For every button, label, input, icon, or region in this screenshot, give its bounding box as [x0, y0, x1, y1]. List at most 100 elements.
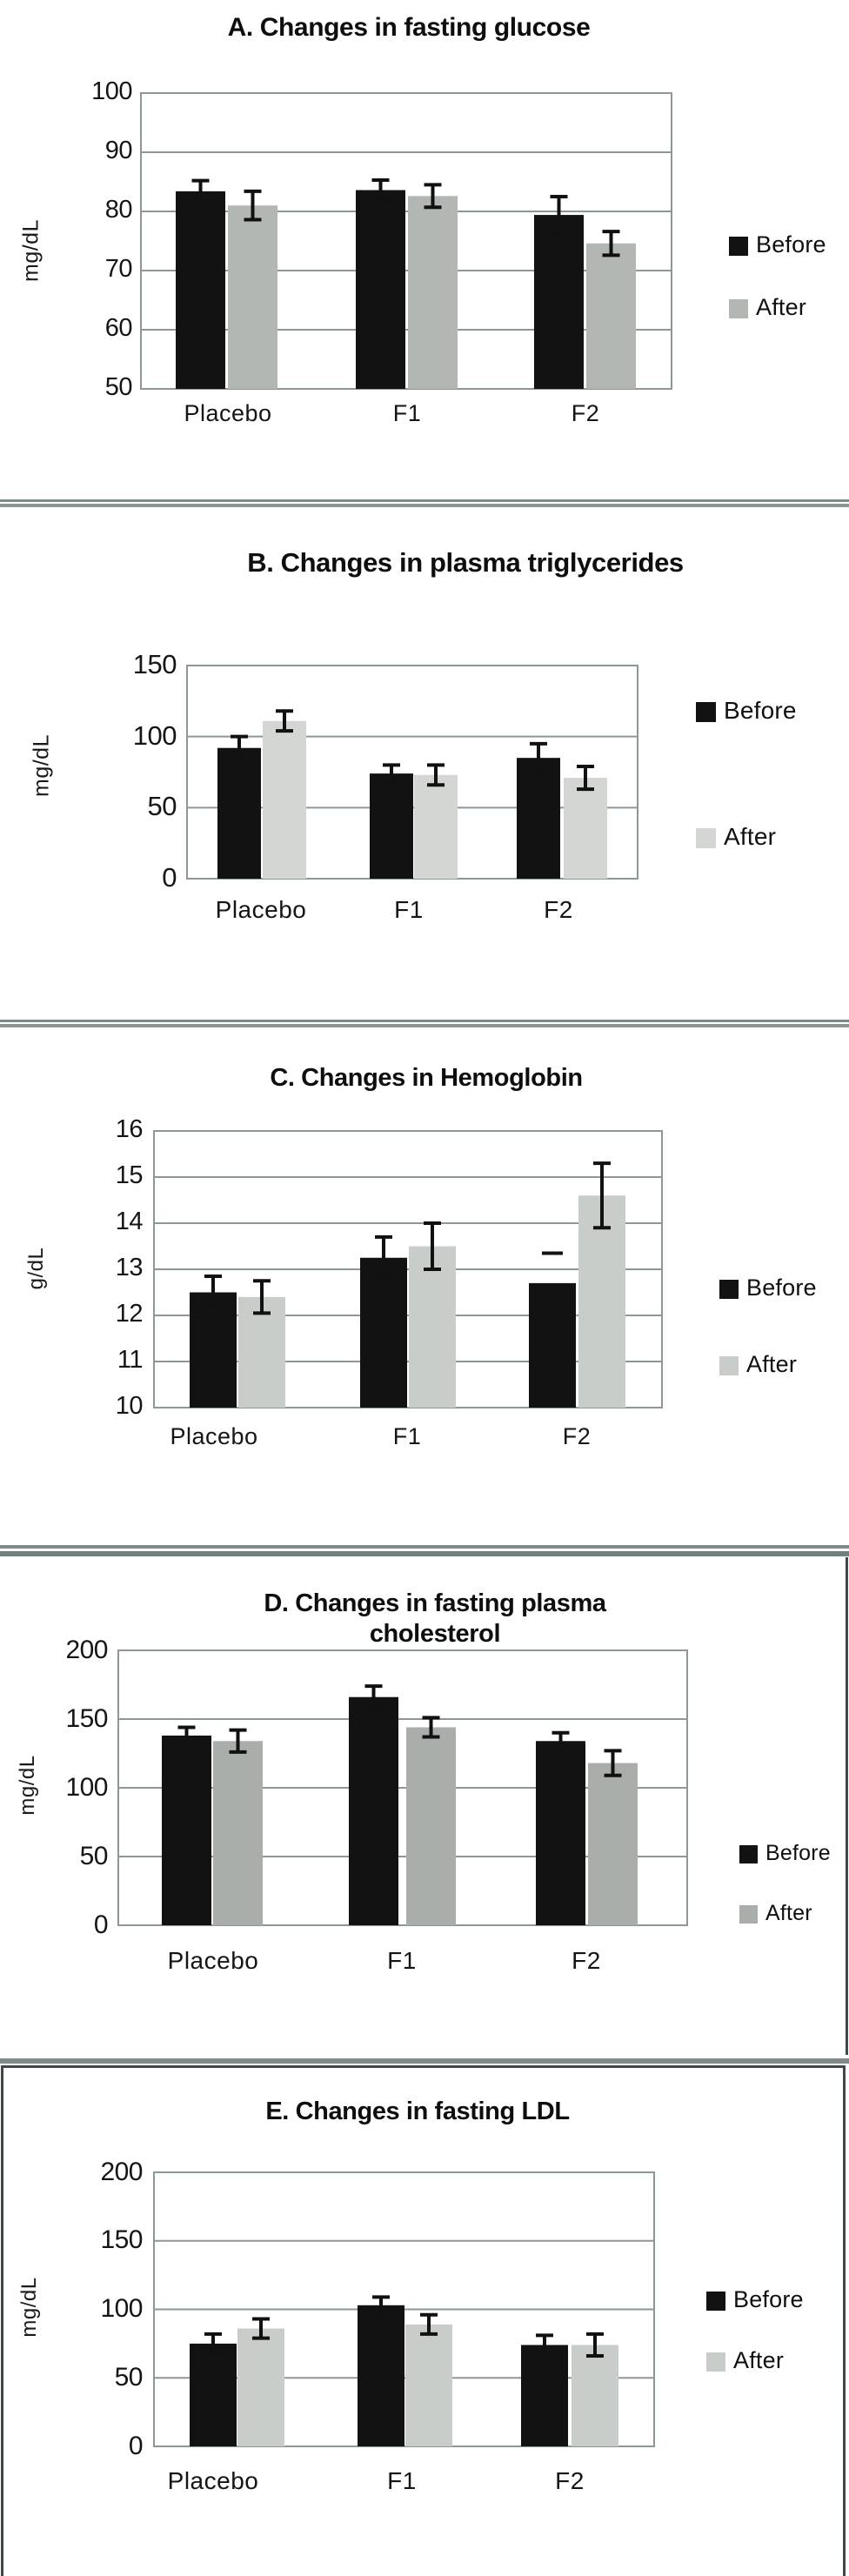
chart-title: C. Changes in Hemoglobin — [270, 1064, 583, 1092]
bar-after-placebo — [228, 205, 277, 389]
bar-before-placebo — [162, 1735, 211, 1925]
bar-before-placebo — [217, 747, 261, 879]
bar-before-f2 — [529, 1282, 576, 1408]
legend-swatch-after — [729, 299, 748, 318]
legend-label-after: After — [756, 294, 807, 321]
x-axis-group-label: F1 — [394, 896, 424, 923]
y-tick-label: 0 — [128, 2431, 144, 2460]
y-tick-label: 15 — [115, 1161, 144, 1190]
y-tick-label: 0 — [162, 862, 177, 893]
bar-before-f2 — [536, 1741, 585, 1925]
x-axis-group-label: F1 — [392, 1423, 422, 1449]
bar-before-f2 — [521, 2345, 568, 2446]
y-tick-label: 10 — [115, 1392, 144, 1421]
bar-before-f2 — [534, 215, 584, 389]
bar-after-f2 — [564, 778, 607, 879]
legend-swatch-after — [739, 1904, 758, 1924]
panel-d-right-border — [846, 1557, 848, 2055]
bar-after-f2 — [588, 1763, 638, 1925]
y-tick-label: 50 — [79, 1841, 109, 1870]
y-tick-label: 70 — [104, 255, 133, 284]
panel-separator-d-e — [0, 2058, 849, 2064]
x-axis-group-label: Placebo — [184, 400, 272, 426]
bar-before-f1 — [370, 773, 413, 879]
x-axis-group-label: F1 — [392, 400, 422, 426]
bar-before-f1 — [356, 190, 405, 389]
panel-e-right-border — [843, 2065, 846, 2576]
legend-label-before: Before — [746, 1275, 817, 1301]
chart-title: E. Changes in fasting LDL — [265, 2098, 570, 2125]
legend-swatch-after — [696, 827, 716, 848]
panel-separator-c-d — [0, 1545, 849, 1556]
y-tick-label: 100 — [132, 719, 177, 751]
y-tick-label: 100 — [65, 1772, 108, 1802]
legend-swatch-before — [739, 1844, 758, 1863]
bar-after-placebo — [237, 2328, 284, 2446]
y-axis-label: mg/dL — [29, 734, 54, 797]
x-axis-group-label: F2 — [544, 896, 573, 923]
x-axis-group-label: Placebo — [167, 1947, 259, 1974]
chart-title: A. Changes in fasting glucose — [227, 13, 591, 42]
y-tick-label: 12 — [115, 1300, 144, 1328]
bar-after-f2 — [572, 2345, 618, 2446]
bar-before-placebo — [176, 191, 225, 389]
x-axis-group-label: Placebo — [215, 896, 307, 923]
y-axis-label: g/dL — [24, 1247, 48, 1290]
panel-e-left-border — [1, 2065, 3, 2576]
bar-after-placebo — [263, 720, 306, 879]
legend-label-before: Before — [765, 1840, 831, 1865]
legend-label-after: After — [746, 1351, 798, 1378]
legend-swatch-after — [719, 1356, 739, 1375]
bar-after-f2 — [578, 1195, 625, 1408]
x-axis-group-label: F1 — [387, 2467, 417, 2494]
bar-before-f1 — [360, 1257, 407, 1408]
x-axis-group-label: F2 — [571, 400, 600, 426]
bar-before-f1 — [358, 2305, 404, 2446]
legend-label-after: After — [724, 822, 777, 850]
bar-after-f1 — [414, 774, 458, 879]
bar-after-f1 — [406, 1727, 456, 1925]
y-axis-label: mg/dL — [17, 2277, 41, 2338]
x-axis-group-label: F2 — [562, 1423, 592, 1449]
y-tick-label: 200 — [100, 2157, 143, 2186]
y-tick-label: 80 — [104, 196, 133, 224]
panel-separator-a-b — [0, 499, 849, 507]
x-axis-group-label: F1 — [387, 1947, 417, 1974]
panel-e-top-border — [1, 2065, 846, 2068]
y-tick-label: 150 — [65, 1703, 108, 1733]
legend-swatch-before — [706, 2292, 725, 2311]
plot-area-border — [140, 92, 672, 390]
y-tick-label: 11 — [117, 1346, 144, 1375]
legend-swatch-before — [719, 1280, 739, 1299]
chart-title: B. Changes in plasma triglycerides — [247, 547, 684, 578]
y-tick-label: 16 — [115, 1115, 144, 1144]
legend-label-before: Before — [756, 231, 826, 258]
y-tick-label: 200 — [65, 1635, 108, 1664]
chart-title: D. Changes in fasting plasma cholesterol — [264, 1589, 606, 1649]
bar-after-placebo — [238, 1296, 285, 1408]
x-axis-group-label: Placebo — [167, 2467, 259, 2494]
y-tick-label: 50 — [104, 373, 133, 402]
x-axis-group-label: Placebo — [170, 1423, 258, 1449]
panel-separator-b-c — [0, 1020, 849, 1027]
y-tick-label: 150 — [132, 649, 177, 680]
x-axis-group-label: F2 — [555, 2467, 585, 2494]
bar-after-f1 — [405, 2324, 452, 2446]
legend-swatch-after — [706, 2352, 725, 2372]
y-tick-label: 13 — [115, 1254, 144, 1282]
y-tick-label: 90 — [104, 137, 133, 165]
bar-before-placebo — [190, 2343, 237, 2446]
y-tick-label: 60 — [104, 314, 133, 343]
y-tick-label: 100 — [100, 2294, 143, 2324]
bar-before-f1 — [349, 1696, 398, 1925]
legend-label-before: Before — [724, 696, 797, 724]
y-tick-label: 14 — [115, 1208, 144, 1236]
legend-label-after: After — [733, 2347, 785, 2374]
bar-before-placebo — [190, 1292, 237, 1408]
y-tick-label: 100 — [91, 77, 132, 106]
bar-after-f1 — [408, 196, 458, 389]
bar-after-placebo — [213, 1741, 263, 1925]
bar-before-f2 — [517, 758, 560, 879]
y-axis-label: mg/dL — [18, 219, 43, 282]
